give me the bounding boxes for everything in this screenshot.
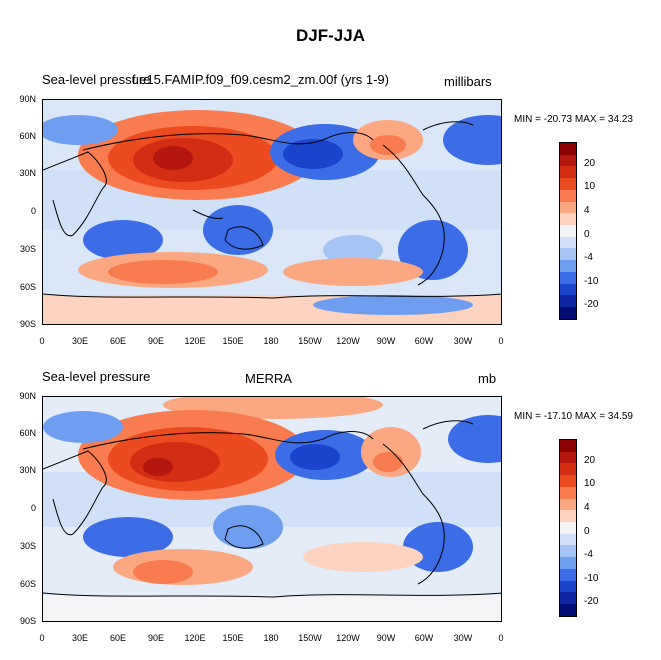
colorbar-swatch (560, 213, 576, 226)
lon-tick: 90W (376, 633, 396, 643)
colorbar-label: 0 (584, 526, 590, 537)
panel-center-label: f.e15.FAMIP.f09_f09.cesm2_zm.00f (yrs 1-… (132, 72, 389, 87)
colorbar-swatch (560, 225, 576, 237)
lon-tick: 0 (498, 336, 504, 346)
colorbar-swatch (560, 463, 576, 476)
colorbar-swatch (560, 522, 576, 534)
lon-tick: 30E (71, 633, 88, 643)
colorbar-swatch (560, 248, 576, 261)
panel-center-label: MERRA (245, 371, 292, 386)
lon-tick: 0 (39, 336, 45, 346)
lon-tick: 60W (414, 336, 434, 346)
colorbar-swatch (560, 307, 576, 319)
lon-tick: 60E (109, 336, 126, 346)
lon-tick: 120E (184, 633, 206, 643)
colorbar-label: -4 (584, 252, 593, 263)
lon-tick: 30E (71, 336, 88, 346)
lon-tick: 150E (222, 336, 244, 346)
lat-tick: 90N (19, 391, 36, 401)
minmax-text: MIN = -17.10 MAX = 34.59 (514, 411, 633, 422)
colorbar-label: 4 (584, 502, 590, 513)
lat-tick: 30N (19, 168, 36, 178)
colorbar-swatch (560, 533, 576, 546)
colorbar-swatch (560, 580, 576, 593)
lat-tick: 90S (19, 616, 36, 626)
lon-tick: 30W (453, 336, 473, 346)
lat-tick: 90S (19, 319, 36, 329)
colorbar-label: -4 (584, 549, 593, 560)
colorbar-swatch (560, 295, 576, 308)
colorbar-label: 10 (584, 478, 596, 489)
panel-units: mb (478, 371, 497, 386)
lat-tick: 0 (30, 206, 36, 216)
lat-tick: 60N (19, 428, 36, 438)
colorbar-swatch (560, 451, 576, 464)
colorbar (559, 142, 577, 320)
lon-tick: 90E (147, 633, 164, 643)
panel-left-label: Sea-level pressure (42, 72, 151, 87)
minmax-text: MIN = -20.73 MAX = 34.23 (514, 114, 633, 125)
colorbar-swatch (560, 475, 576, 487)
colorbar-swatch (560, 486, 576, 499)
lon-tick: 120W (336, 336, 360, 346)
lat-tick: 30N (19, 465, 36, 475)
lat-tick: 90N (19, 94, 36, 104)
colorbar-swatch (560, 283, 576, 296)
lon-tick: 120W (336, 633, 360, 643)
colorbar-label: -10 (584, 573, 599, 584)
colorbar-swatch (560, 143, 576, 155)
colorbar-swatch (560, 154, 576, 167)
colorbar-swatch (560, 440, 576, 452)
lon-tick: 60E (109, 633, 126, 643)
lon-tick: 150W (298, 633, 322, 643)
colorbar-swatch (560, 260, 576, 272)
colorbar-label: 20 (584, 158, 596, 169)
colorbar-label: -10 (584, 276, 599, 287)
colorbar-swatch (560, 545, 576, 558)
colorbar-swatch (560, 236, 576, 249)
colorbar-label: -20 (584, 596, 599, 607)
colorbar-swatch (560, 166, 576, 179)
lat-tick: 0 (30, 503, 36, 513)
lat-tick: 60S (19, 579, 36, 589)
lon-tick: 150E (222, 633, 244, 643)
lon-tick: 120E (184, 336, 206, 346)
colorbar-label: 4 (584, 205, 590, 216)
lat-tick: 30S (19, 541, 36, 551)
map-merra (42, 396, 502, 622)
colorbar-label: 0 (584, 229, 590, 240)
panel-units: millibars (444, 74, 492, 89)
lon-tick: 90W (376, 336, 396, 346)
colorbar-swatch (560, 510, 576, 523)
lon-tick: 30W (453, 633, 473, 643)
lon-tick: 150W (298, 336, 322, 346)
colorbar-label: 10 (584, 181, 596, 192)
lon-tick: 60W (414, 633, 434, 643)
colorbar-label: -20 (584, 299, 599, 310)
colorbar-swatch (560, 557, 576, 569)
colorbar-swatch (560, 178, 576, 190)
figure-title: DJF-JJA (296, 26, 365, 45)
panel-left-label: Sea-level pressure (42, 369, 151, 384)
colorbar-swatch (560, 271, 576, 284)
lon-tick: 180 (263, 633, 279, 643)
lon-tick: 0 (39, 633, 45, 643)
colorbar-swatch (560, 498, 576, 511)
lat-tick: 30S (19, 244, 36, 254)
lon-tick: 90E (147, 336, 164, 346)
colorbar-swatch (560, 592, 576, 605)
lon-tick: 0 (498, 633, 504, 643)
colorbar (559, 439, 577, 617)
colorbar-swatch (560, 201, 576, 214)
colorbar-label: 20 (584, 455, 596, 466)
colorbar-swatch (560, 604, 576, 616)
colorbar-swatch (560, 189, 576, 202)
lat-tick: 60N (19, 131, 36, 141)
map-model (42, 99, 502, 325)
lon-tick: 180 (263, 336, 279, 346)
colorbar-swatch (560, 568, 576, 581)
lat-tick: 60S (19, 282, 36, 292)
